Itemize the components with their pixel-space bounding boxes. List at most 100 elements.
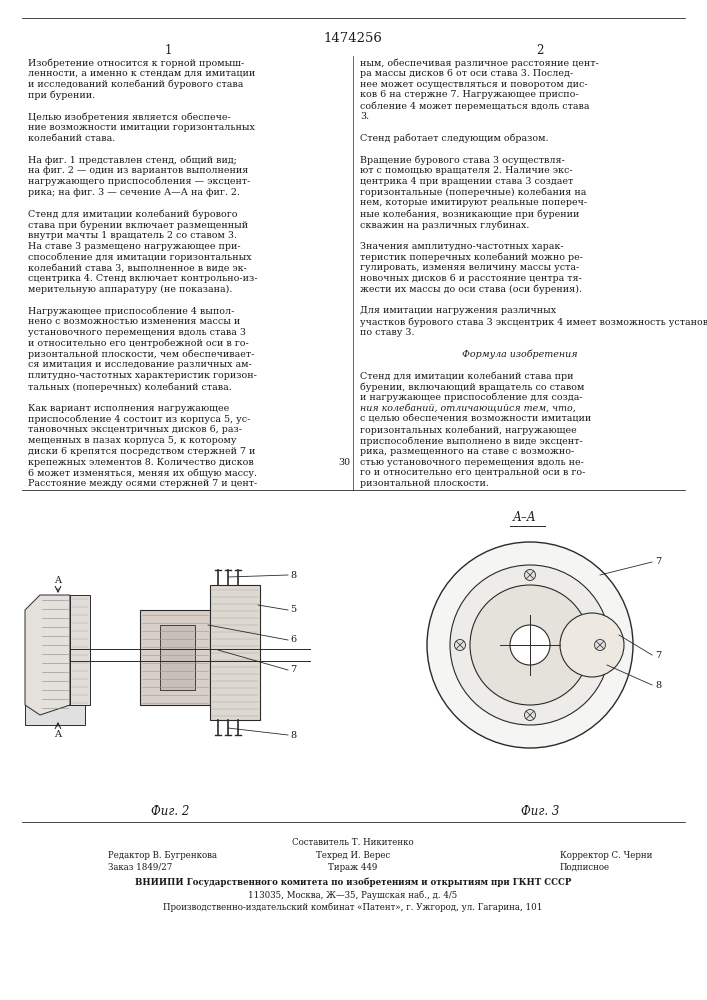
Text: 7: 7 [655, 558, 661, 566]
Text: Стенд для имитации колебаний става при: Стенд для имитации колебаний става при [360, 371, 573, 381]
Text: ра массы дисков 6 от оси става 3. Послед-: ра массы дисков 6 от оси става 3. Послед… [360, 69, 573, 78]
Text: 8: 8 [655, 680, 661, 690]
Text: 7: 7 [655, 650, 661, 660]
Text: приспособление 4 состоит из корпуса 5, ус-: приспособление 4 состоит из корпуса 5, у… [28, 414, 250, 424]
Text: Целью изобретения является обеспече-: Целью изобретения является обеспече- [28, 112, 230, 121]
Text: Заказ 1849/27: Заказ 1849/27 [108, 863, 173, 872]
Polygon shape [160, 625, 195, 690]
Text: На фиг. 1 представлен стенд, общий вид;: На фиг. 1 представлен стенд, общий вид; [28, 155, 237, 165]
Text: ным, обеспечивая различное расстояние цент-: ным, обеспечивая различное расстояние це… [360, 58, 599, 68]
Text: 6: 6 [290, 636, 296, 645]
Text: участков бурового става 3 эксцентрик 4 имеет возможность установочного перемещен: участков бурового става 3 эксцентрик 4 и… [360, 317, 707, 327]
Text: тальных (поперечных) колебаний става.: тальных (поперечных) колебаний става. [28, 382, 232, 391]
Text: нагружающего приспособления — эксцент-: нагружающего приспособления — эксцент- [28, 177, 250, 186]
Text: Значения амплитудно-частотных харак-: Значения амплитудно-частотных харак- [360, 242, 563, 251]
Text: горизонтальных колебаний, нагружающее: горизонтальных колебаний, нагружающее [360, 425, 577, 435]
Text: рика, размещенного на ставе с возможно-: рика, размещенного на ставе с возможно- [360, 447, 574, 456]
Text: стью установочного перемещения вдоль не-: стью установочного перемещения вдоль не- [360, 458, 584, 467]
Text: ленности, а именно к стендам для имитации: ленности, а именно к стендам для имитаци… [28, 69, 255, 78]
Text: новочных дисков 6 и расстояние центра тя-: новочных дисков 6 и расстояние центра тя… [360, 274, 582, 283]
Polygon shape [25, 705, 85, 725]
Text: скважин на различных глубинах.: скважин на различных глубинах. [360, 220, 530, 230]
Text: и исследований колебаний бурового става: и исследований колебаний бурового става [28, 80, 243, 89]
Text: Нагружающее приспособление 4 выпол-: Нагружающее приспособление 4 выпол- [28, 306, 235, 316]
Text: горизонтальные (поперечные) колебания на: горизонтальные (поперечные) колебания на [360, 188, 586, 197]
Text: 6 может изменяться, меняя их общую массу.: 6 может изменяться, меняя их общую массу… [28, 468, 257, 478]
Text: ные колебания, возникающие при бурении: ные колебания, возникающие при бурении [360, 209, 579, 219]
Circle shape [510, 625, 550, 665]
Text: ризонтальной плоскости, чем обеспечивает-: ризонтальной плоскости, чем обеспечивает… [28, 350, 255, 359]
Text: ков 6 на стержне 7. Нагружающее приспо-: ков 6 на стержне 7. Нагружающее приспо- [360, 90, 578, 99]
Text: 1: 1 [164, 44, 172, 57]
Text: нем, которые имитируют реальные попереч-: нем, которые имитируют реальные попереч- [360, 198, 587, 207]
Circle shape [470, 585, 590, 705]
Circle shape [525, 570, 535, 580]
Text: Как вариант исполнения нагружающее: Как вариант исполнения нагружающее [28, 404, 229, 413]
Text: 2: 2 [537, 44, 544, 57]
Text: Составитель Т. Никитенко: Составитель Т. Никитенко [292, 838, 414, 847]
Text: Корректор С. Черни: Корректор С. Черни [560, 850, 653, 859]
Text: 8: 8 [290, 570, 296, 580]
Text: сцентрика 4. Стенд включает контрольно-из-: сцентрика 4. Стенд включает контрольно-и… [28, 274, 257, 283]
Text: бурении, включающий вращатель со ставом: бурении, включающий вращатель со ставом [360, 382, 585, 391]
Text: Тираж 449: Тираж 449 [328, 863, 378, 872]
Text: Производственно-издательский комбинат «Патент», г. Ужгород, ул. Гагарина, 101: Производственно-издательский комбинат «П… [163, 902, 543, 912]
Text: мерительную аппаратуру (не показана).: мерительную аппаратуру (не показана). [28, 285, 233, 294]
Text: по ставу 3.: по ставу 3. [360, 328, 414, 337]
Text: нее может осуществляться и поворотом дис-: нее может осуществляться и поворотом дис… [360, 80, 588, 89]
Text: колебаний става.: колебаний става. [28, 134, 115, 143]
Text: ют с помощью вращателя 2. Наличие экс-: ют с помощью вращателя 2. Наличие экс- [360, 166, 573, 175]
Text: Фиг. 3: Фиг. 3 [521, 805, 559, 818]
Text: и относительно его центробежной оси в го-: и относительно его центробежной оси в го… [28, 339, 249, 348]
Text: диски 6 крепятся посредством стержней 7 и: диски 6 крепятся посредством стержней 7 … [28, 447, 255, 456]
Text: нено с возможностью изменения массы и: нено с возможностью изменения массы и [28, 317, 240, 326]
Text: го и относительно его центральной оси в го-: го и относительно его центральной оси в … [360, 468, 585, 477]
Text: Стенд работает следующим образом.: Стенд работает следующим образом. [360, 134, 549, 143]
Text: собление 4 может перемещаться вдоль става: собление 4 может перемещаться вдоль став… [360, 101, 590, 111]
Text: приспособление выполнено в виде эксцент-: приспособление выполнено в виде эксцент- [360, 436, 583, 446]
Polygon shape [40, 595, 70, 715]
Text: Подписное: Подписное [560, 863, 610, 872]
Text: На ставе 3 размещено нагружающее при-: На ставе 3 размещено нагружающее при- [28, 242, 240, 251]
Text: Редактор В. Бугренкова: Редактор В. Бугренкова [108, 850, 217, 859]
Text: тановочных эксцентричных дисков 6, раз-: тановочных эксцентричных дисков 6, раз- [28, 425, 242, 434]
Text: 113035, Москва, Ж—35, Раушская наб., д. 4/5: 113035, Москва, Ж—35, Раушская наб., д. … [248, 890, 457, 900]
Text: A: A [54, 730, 62, 739]
Text: установочного перемещения вдоль става 3: установочного перемещения вдоль става 3 [28, 328, 246, 337]
Text: Расстояние между осями стержней 7 и цент-: Расстояние между осями стержней 7 и цент… [28, 479, 257, 488]
Circle shape [455, 640, 465, 650]
Text: ние возможности имитации горизонтальных: ние возможности имитации горизонтальных [28, 123, 255, 132]
Text: мещенных в пазах корпуса 5, к которому: мещенных в пазах корпуса 5, к которому [28, 436, 237, 445]
Text: центрика 4 при вращении става 3 создает: центрика 4 при вращении става 3 создает [360, 177, 573, 186]
Text: 7: 7 [290, 666, 296, 674]
Text: 1474256: 1474256 [324, 32, 382, 45]
Text: Формула изобретения: Формула изобретения [462, 350, 578, 359]
Text: плитудно-частотных характеристик горизон-: плитудно-частотных характеристик горизон… [28, 371, 257, 380]
Text: ния колебаний, отличающийся тем, что,: ния колебаний, отличающийся тем, что, [360, 404, 575, 413]
Text: на фиг. 2 — один из вариантов выполнения: на фиг. 2 — один из вариантов выполнения [28, 166, 248, 175]
Text: 30: 30 [338, 458, 350, 467]
Text: жести их массы до оси става (оси бурения).: жести их массы до оси става (оси бурения… [360, 285, 582, 294]
Text: A: A [54, 576, 62, 585]
Text: ся имитация и исследование различных ам-: ся имитация и исследование различных ам- [28, 360, 252, 369]
Text: теристик поперечных колебаний можно ре-: теристик поперечных колебаний можно ре- [360, 252, 583, 262]
Text: способление для имитации горизонтальных: способление для имитации горизонтальных [28, 252, 252, 262]
Circle shape [595, 640, 605, 650]
Text: Техред И. Верес: Техред И. Верес [316, 850, 390, 859]
Text: А–А: А–А [513, 511, 537, 524]
Circle shape [427, 542, 633, 748]
Circle shape [525, 710, 535, 720]
Text: с целью обеспечения возможности имитации: с целью обеспечения возможности имитации [360, 414, 591, 423]
Text: гулировать, изменяя величину массы уста-: гулировать, изменяя величину массы уста- [360, 263, 579, 272]
Text: колебаний става 3, выполненное в виде эк-: колебаний става 3, выполненное в виде эк… [28, 263, 247, 272]
Text: и нагружающее приспособление для созда-: и нагружающее приспособление для созда- [360, 393, 583, 402]
Text: ВНИИПИ Государственного комитета по изобретениям и открытиям при ГКНТ СССР: ВНИИПИ Государственного комитета по изоб… [135, 878, 571, 887]
Polygon shape [25, 595, 70, 715]
Polygon shape [140, 610, 210, 705]
Circle shape [560, 613, 624, 677]
Text: рика; на фиг. 3 — сечение А—А на фиг. 2.: рика; на фиг. 3 — сечение А—А на фиг. 2. [28, 188, 240, 197]
Text: 3.: 3. [360, 112, 369, 121]
Text: Стенд для имитации колебаний бурового: Стенд для имитации колебаний бурового [28, 209, 238, 219]
Text: Вращение бурового става 3 осуществля-: Вращение бурового става 3 осуществля- [360, 155, 565, 165]
Text: 8: 8 [290, 730, 296, 740]
